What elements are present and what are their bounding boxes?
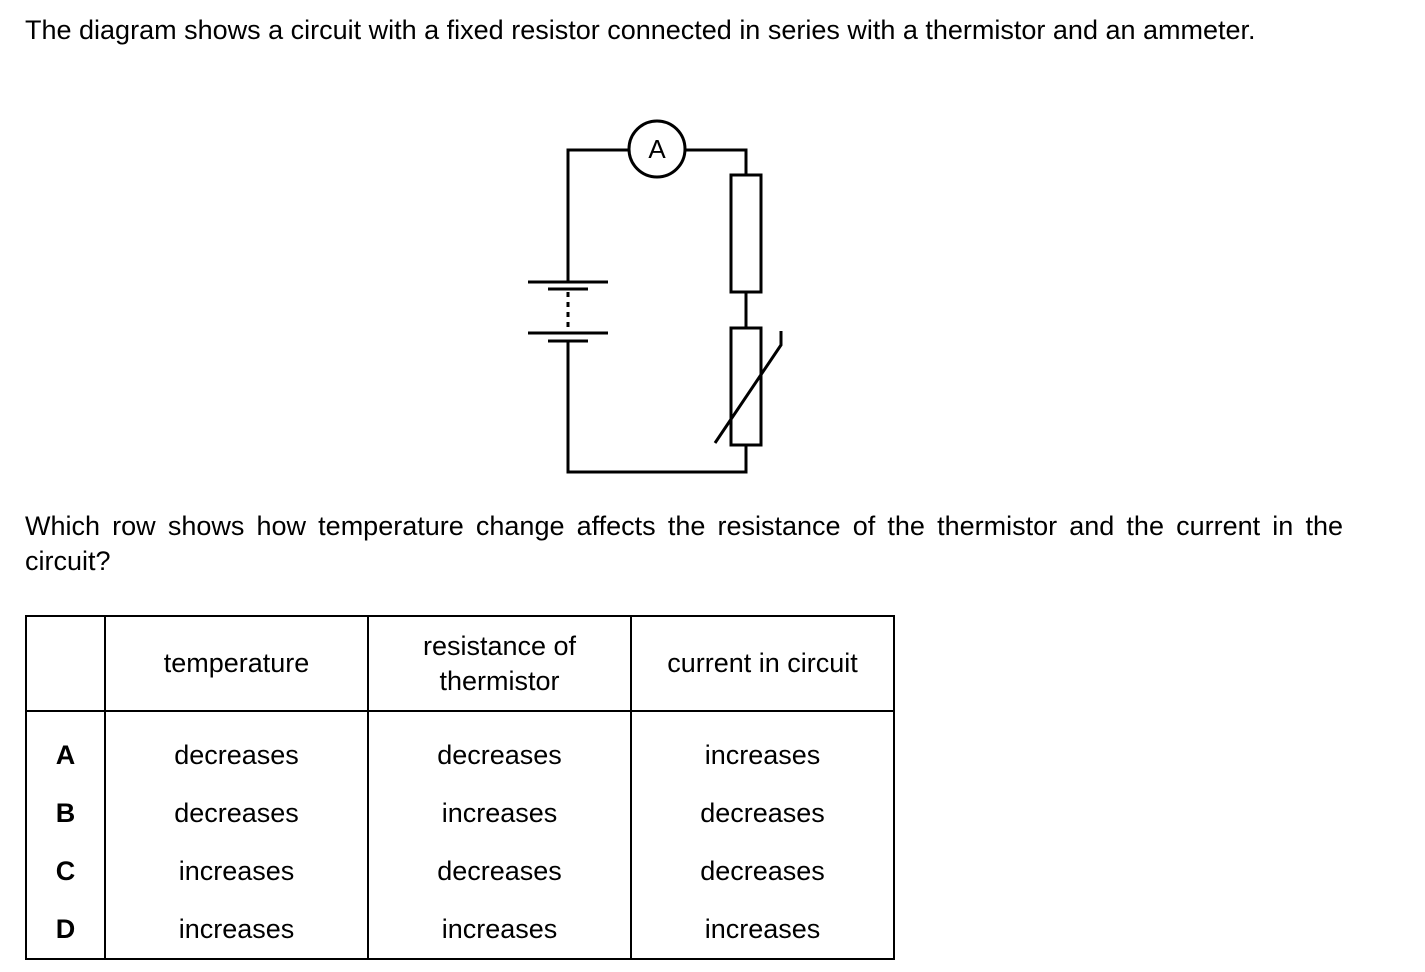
table-cell: increases	[104, 842, 369, 900]
wire-right-top	[685, 148, 748, 175]
thermistor	[729, 326, 763, 447]
row-label: A	[25, 711, 106, 784]
wire-bottom	[566, 341, 748, 474]
table-cell: decreases	[104, 711, 369, 784]
table-cell: decreases	[630, 842, 895, 900]
table-cell: increases	[367, 784, 632, 842]
table-cell: decreases	[104, 784, 369, 842]
table-cell: increases	[104, 900, 369, 959]
table-cell: increases	[630, 900, 895, 959]
header-cell: current in circuit	[630, 616, 895, 712]
table-cell: decreases	[630, 784, 895, 842]
table-cell: decreases	[367, 842, 632, 900]
table-cell: increases	[367, 900, 632, 959]
wire-left-top	[566, 148, 629, 282]
intro-text: The diagram shows a circuit with a fixed…	[25, 15, 1256, 45]
row-label: C	[25, 842, 106, 900]
table-row: C increases decreases decreases	[25, 842, 895, 900]
table-row: B decreases increases decreases	[25, 784, 895, 842]
header-cell: temperature	[104, 616, 369, 712]
table-cell: decreases	[367, 711, 632, 784]
table-row: D increases increases increases	[25, 900, 895, 959]
table-row: A decreases decreases increases	[25, 711, 895, 784]
header-cell: resistance of thermistor	[367, 616, 632, 712]
header-cell	[25, 616, 106, 712]
table-cell: increases	[630, 711, 895, 784]
answer-table: temperature resistance of thermistor cur…	[25, 615, 895, 960]
thermistor-slash	[713, 331, 783, 444]
question-text: Which row shows how temperature change a…	[25, 511, 1343, 576]
table-header-row: temperature resistance of thermistor cur…	[25, 616, 895, 712]
ammeter-label: A	[648, 134, 666, 164]
ammeter	[627, 119, 687, 179]
row-label: D	[25, 900, 106, 959]
fixed-resistor	[729, 173, 763, 294]
row-label: B	[25, 784, 106, 842]
